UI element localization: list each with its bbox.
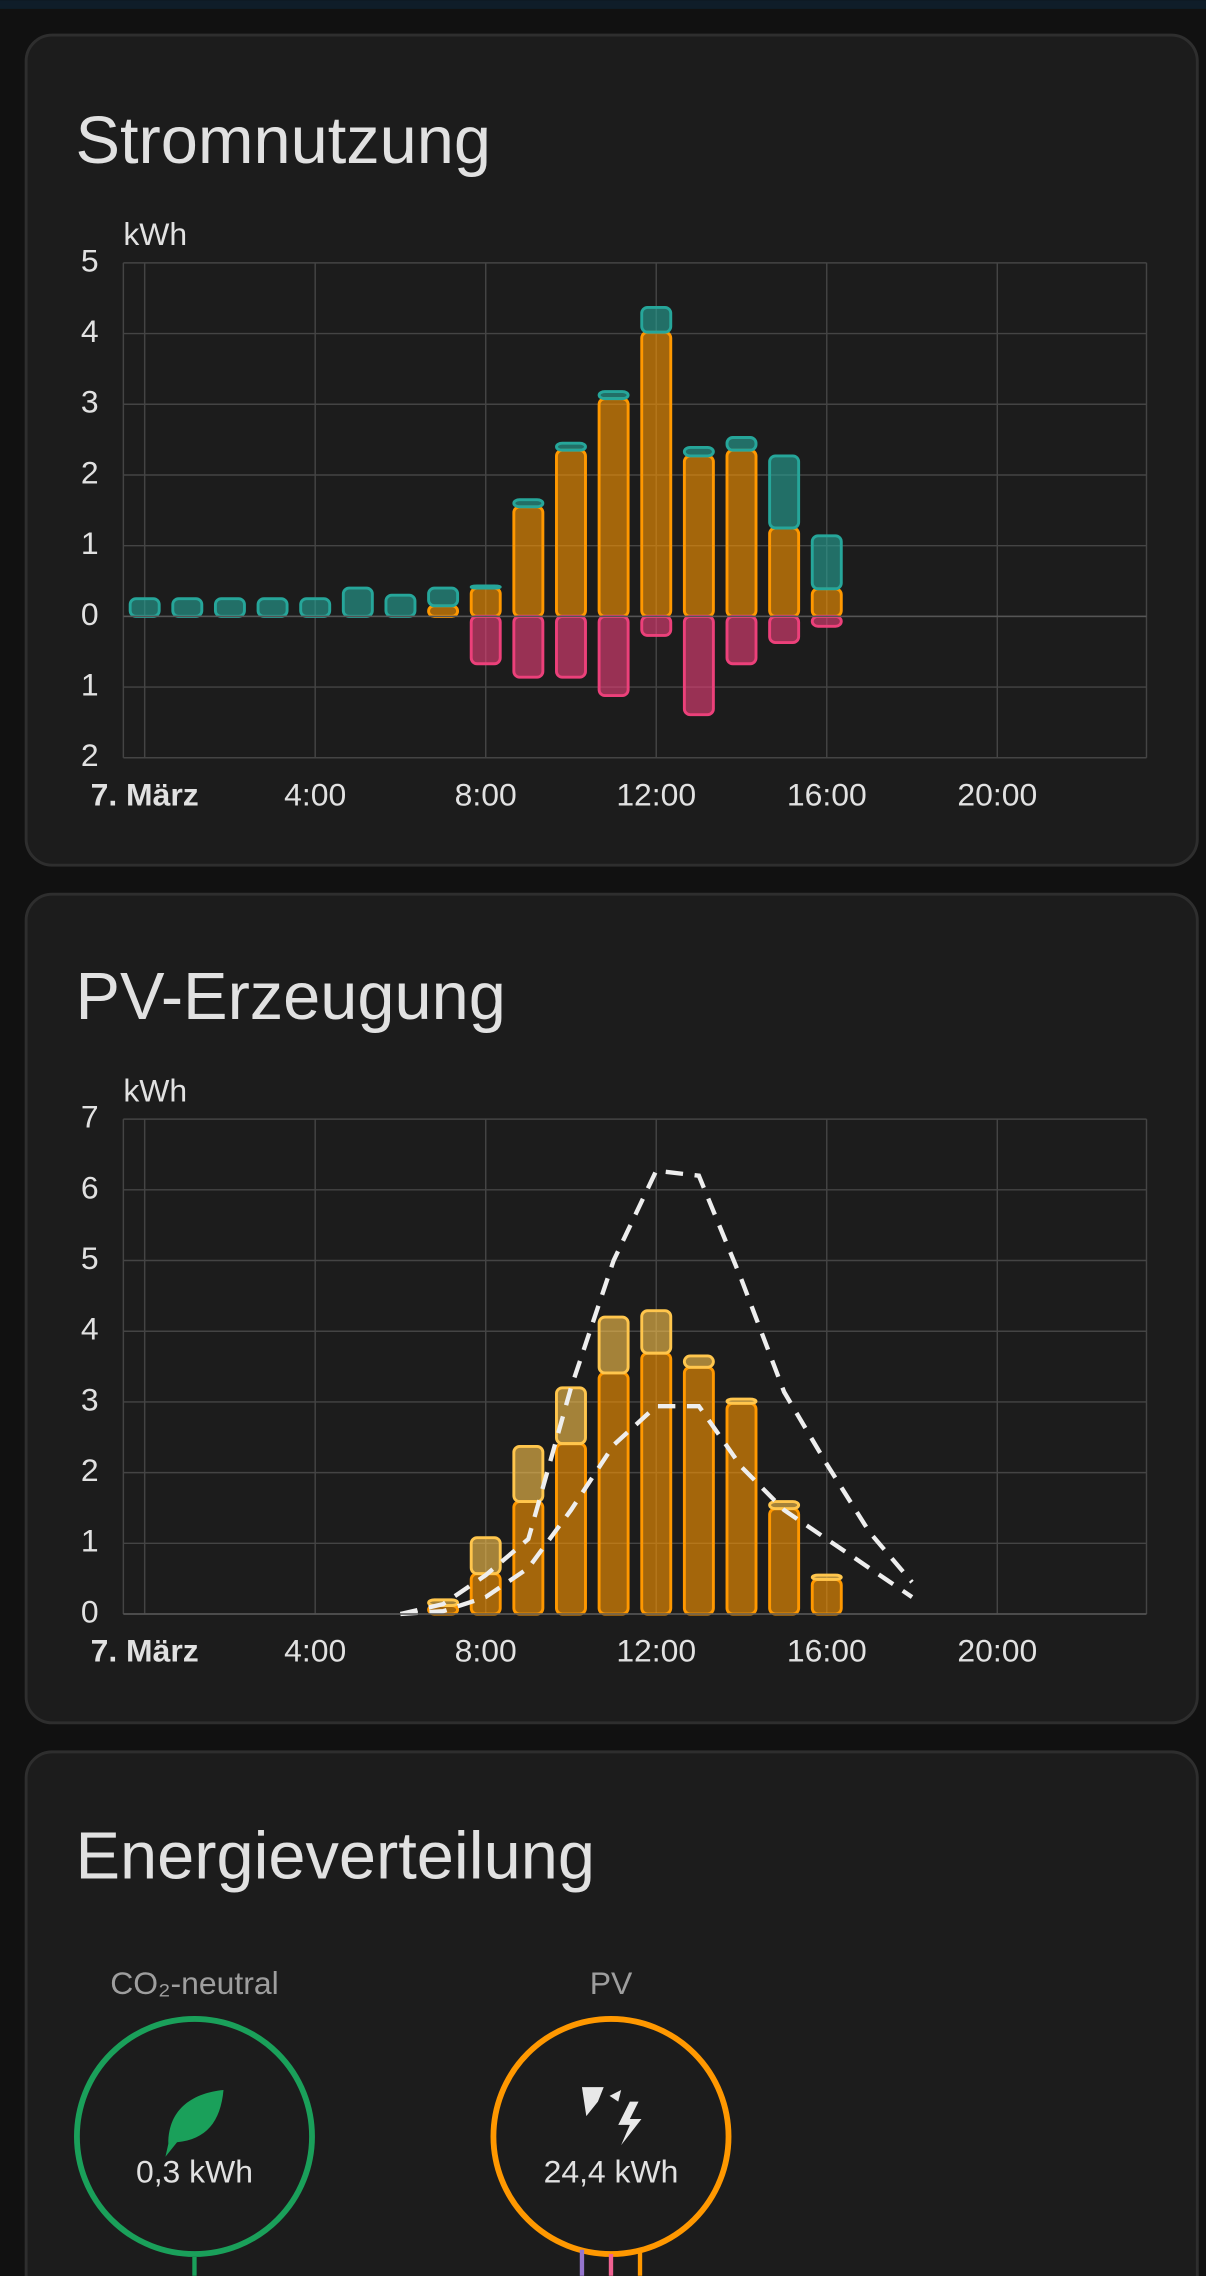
y-tick-label: 0 <box>81 596 99 632</box>
bar <box>768 454 801 530</box>
bar <box>512 614 545 679</box>
bar <box>469 1572 502 1616</box>
bar <box>597 397 630 618</box>
bar <box>469 614 502 666</box>
x-tick-label: 4:00 <box>284 1633 346 1669</box>
bar <box>768 526 801 618</box>
bar <box>682 454 715 618</box>
bar <box>725 448 758 618</box>
bar <box>171 597 204 618</box>
bar <box>810 1577 843 1616</box>
node-value: 0,3 kWh <box>136 2154 253 2190</box>
card-title: Energieverteilung <box>75 1819 595 1893</box>
bar <box>682 1354 715 1369</box>
y-tick-label: 1 <box>81 525 99 561</box>
axis-unit: kWh <box>123 1072 187 1108</box>
forecast-line <box>400 1403 914 1617</box>
bar <box>384 593 417 618</box>
x-tick-label: 4:00 <box>284 776 346 812</box>
bar <box>810 534 843 591</box>
bar <box>640 1351 673 1616</box>
y-tick-label: 1 <box>81 667 99 703</box>
bar <box>555 1386 587 1446</box>
bar <box>725 436 758 452</box>
y-tick-label: 4 <box>81 313 99 349</box>
x-tick-label: 20:00 <box>957 776 1037 812</box>
y-tick-label: 7 <box>81 1099 99 1135</box>
bar <box>341 586 374 618</box>
x-tick-label: 12:00 <box>616 776 696 812</box>
chart-title: PV-Erzeugung <box>75 960 505 1034</box>
x-tick-label: 7. März <box>91 776 199 812</box>
bar <box>213 597 246 618</box>
node-value: 24,4 kWh <box>544 2154 679 2190</box>
bar <box>469 586 502 618</box>
y-tick-label: 0 <box>81 1593 99 1629</box>
leaf-icon <box>165 2090 224 2157</box>
bar <box>682 445 715 458</box>
bar <box>512 498 545 509</box>
y-tick-label: 3 <box>81 384 99 420</box>
x-tick-label: 16:00 <box>787 1633 867 1669</box>
y-tick-label: 5 <box>81 242 99 278</box>
x-tick-label: 8:00 <box>455 1633 517 1669</box>
bar <box>640 1309 673 1355</box>
bar <box>768 1507 801 1616</box>
bar <box>682 614 715 717</box>
card <box>24 892 1199 1725</box>
x-tick-label: 7. März <box>91 1633 199 1669</box>
y-tick-label: 2 <box>81 454 99 490</box>
solar-icon <box>581 2087 642 2146</box>
bar <box>555 614 587 679</box>
y-tick-label: 2 <box>81 737 99 773</box>
bar <box>597 1315 630 1375</box>
forecast-line <box>399 1168 914 1617</box>
node-circle <box>74 2016 315 2257</box>
bar <box>512 505 545 618</box>
bar <box>427 604 460 618</box>
bar <box>597 614 630 698</box>
card <box>24 1750 1199 2276</box>
bar <box>555 448 587 618</box>
y-tick-label: 4 <box>81 1311 99 1347</box>
bar <box>640 305 673 334</box>
bar <box>469 584 502 590</box>
y-tick-label: 1 <box>81 1523 99 1559</box>
bar <box>555 441 587 452</box>
bar <box>810 1573 843 1581</box>
bar <box>555 1442 587 1616</box>
x-tick-label: 12:00 <box>616 1633 696 1669</box>
bar <box>256 597 289 618</box>
x-tick-label: 16:00 <box>787 776 867 812</box>
bar <box>725 1401 758 1616</box>
bar <box>725 614 758 666</box>
chart-title: Stromnutzung <box>75 104 491 178</box>
top-bar <box>0 0 1206 9</box>
y-tick-label: 3 <box>81 1381 99 1417</box>
bar <box>469 1536 502 1576</box>
bar <box>299 597 332 618</box>
bar <box>768 1500 801 1511</box>
bar <box>640 330 673 618</box>
bar <box>597 1371 630 1616</box>
axis-unit: kWh <box>123 216 187 252</box>
bar <box>597 390 630 401</box>
bar <box>768 614 801 644</box>
y-tick-label: 5 <box>81 1240 99 1276</box>
bar <box>725 1397 758 1405</box>
x-tick-label: 8:00 <box>455 776 517 812</box>
node-label: CO₂-neutral <box>110 1965 278 2001</box>
bar <box>512 1445 545 1504</box>
bar <box>427 586 460 608</box>
bar <box>640 614 673 637</box>
y-tick-label: 2 <box>81 1452 99 1488</box>
bar <box>128 597 161 618</box>
x-tick-label: 20:00 <box>957 1633 1037 1669</box>
bar <box>810 587 843 618</box>
y-tick-label: 6 <box>81 1169 99 1205</box>
node-label: PV <box>590 1965 633 2001</box>
bar <box>810 614 843 628</box>
